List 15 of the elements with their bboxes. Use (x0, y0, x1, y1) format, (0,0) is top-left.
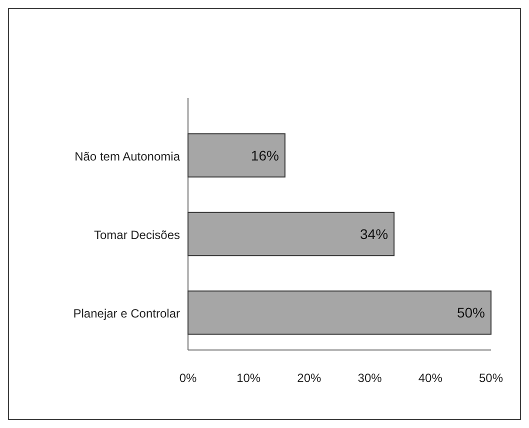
data-label: 34% (360, 226, 388, 242)
x-tick-label: 20% (297, 371, 322, 385)
bar (188, 290, 492, 335)
x-tick-label: 50% (478, 371, 504, 385)
x-tick-label: 0% (179, 371, 197, 385)
bar (188, 212, 395, 256)
x-tick-label: 30% (358, 371, 382, 385)
x-tick-label: 10% (236, 371, 261, 385)
data-label: 16% (250, 147, 279, 164)
y-tick-label: Planejar e Controlar (73, 306, 180, 321)
data-label: 50% (456, 304, 485, 321)
x-tick-label: 40% (418, 371, 443, 385)
y-tick-label: Tomar Decisões (94, 228, 180, 242)
bar (188, 133, 286, 178)
y-tick-label: Não tem Autonomia (74, 149, 180, 164)
